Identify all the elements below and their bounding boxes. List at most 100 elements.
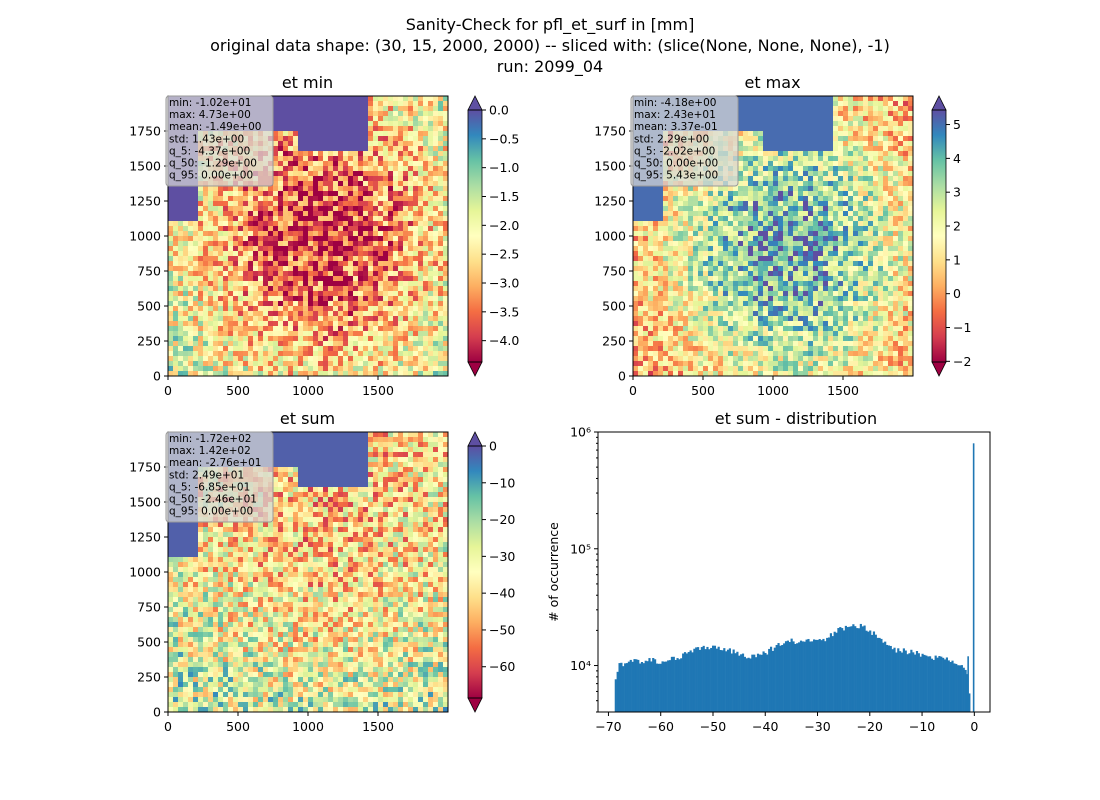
- heatmap-cell: [273, 191, 279, 197]
- heatmap-cell: [258, 296, 264, 302]
- heatmap-cell: [633, 211, 639, 217]
- heatmap-cell: [188, 241, 194, 247]
- heatmap-cell: [908, 121, 914, 127]
- heatmap-cell: [313, 316, 319, 322]
- heatmap-cell: [403, 271, 409, 277]
- heatmap-cell: [168, 336, 174, 342]
- heatmap-cell: [253, 361, 259, 367]
- heatmap-cell: [398, 281, 404, 287]
- heatmap-cell: [438, 121, 444, 127]
- heatmap-cell: [398, 356, 404, 362]
- heatmap-cell: [368, 206, 374, 212]
- heatmap-cell: [168, 271, 174, 277]
- heatmap-cell: [168, 216, 174, 222]
- heatmap-cell: [428, 346, 434, 352]
- heatmap-cell: [803, 136, 809, 142]
- heatmap-cell: [208, 371, 214, 377]
- heatmap-cell: [278, 281, 284, 287]
- heatmap-cell: [773, 136, 779, 142]
- heatmap-cell: [638, 231, 644, 237]
- heatmap-cell: [343, 196, 349, 202]
- heatmap-cell: [193, 251, 199, 257]
- heatmap-cell: [318, 131, 324, 137]
- heatmap-cell: [393, 171, 399, 177]
- heatmap-cell: [433, 206, 439, 212]
- heatmap-cell: [178, 236, 184, 242]
- heatmap-cell: [828, 196, 834, 202]
- heatmap-cell: [298, 251, 304, 257]
- heatmap-cell: [768, 241, 774, 247]
- heatmap-cell: [253, 311, 259, 317]
- heatmap-cell: [383, 346, 389, 352]
- heatmap-cell: [383, 271, 389, 277]
- heatmap-cell: [353, 276, 359, 282]
- heatmap-cell: [358, 291, 364, 297]
- heatmap-cell: [273, 296, 279, 302]
- heatmap-cell: [413, 111, 419, 117]
- heatmap-cell: [178, 231, 184, 237]
- heatmap-cell: [803, 211, 809, 217]
- heatmap-cell: [378, 356, 384, 362]
- heatmap-cell: [878, 181, 884, 187]
- heatmap-cell: [433, 131, 439, 137]
- heatmap-cell: [663, 241, 669, 247]
- heatmap-cell: [808, 216, 814, 222]
- heatmap-cell: [233, 336, 239, 342]
- heatmap-cell: [213, 236, 219, 242]
- heatmap-cell: [273, 316, 279, 322]
- heatmap-cell: [318, 356, 324, 362]
- heatmap-cell: [808, 226, 814, 232]
- heatmap-cell: [283, 116, 289, 122]
- heatmap-cell: [758, 231, 764, 237]
- heatmap-cell: [678, 186, 684, 192]
- heatmap-cell: [243, 226, 249, 232]
- heatmap-cell: [198, 226, 204, 232]
- heatmap-cell: [248, 271, 254, 277]
- heatmap-cell: [248, 321, 254, 327]
- heatmap-cell: [718, 211, 724, 217]
- heatmap-cell: [643, 231, 649, 237]
- heatmap-cell: [763, 236, 769, 242]
- heatmap-cell: [868, 151, 874, 157]
- heatmap-cell: [858, 96, 864, 102]
- heatmap-cell: [308, 356, 314, 362]
- heatmap-cell: [273, 106, 279, 112]
- heatmap-cell: [778, 136, 784, 142]
- heatmap-cell: [268, 271, 274, 277]
- heatmap-cell: [333, 241, 339, 247]
- heatmap-cell: [388, 171, 394, 177]
- heatmap-cell: [418, 296, 424, 302]
- heatmap-cell: [258, 286, 264, 292]
- heatmap-cell: [438, 251, 444, 257]
- heatmap-cell: [778, 181, 784, 187]
- heatmap-cell: [898, 111, 904, 117]
- heatmap-cell: [223, 346, 229, 352]
- heatmap-cell: [313, 196, 319, 202]
- heatmap-cell: [348, 271, 354, 277]
- heatmap-cell: [233, 251, 239, 257]
- heatmap-cell: [308, 291, 314, 297]
- heatmap-cell: [828, 131, 834, 137]
- heatmap-cell: [893, 156, 899, 162]
- heatmap-cell: [228, 351, 234, 357]
- heatmap-cell: [433, 161, 439, 167]
- heatmap-cell: [313, 356, 319, 362]
- heatmap-cell: [428, 326, 434, 332]
- heatmap-cell: [283, 236, 289, 242]
- heatmap-cell: [263, 221, 269, 227]
- heatmap-cell: [318, 336, 324, 342]
- heatmap-cell: [278, 181, 284, 187]
- heatmap-cell: [393, 106, 399, 112]
- heatmap-cell: [868, 206, 874, 212]
- heatmap-cell: [823, 226, 829, 232]
- heatmap-cell: [248, 261, 254, 267]
- heatmap-cell: [748, 176, 754, 182]
- heatmap-cell: [333, 341, 339, 347]
- heatmap-cell: [223, 211, 229, 217]
- heatmap-cell: [233, 341, 239, 347]
- heatmap-cell: [308, 101, 314, 107]
- heatmap-cell: [293, 151, 299, 157]
- heatmap-cell: [323, 306, 329, 312]
- heatmap-cell: [288, 116, 294, 122]
- heatmap-cell: [788, 161, 794, 167]
